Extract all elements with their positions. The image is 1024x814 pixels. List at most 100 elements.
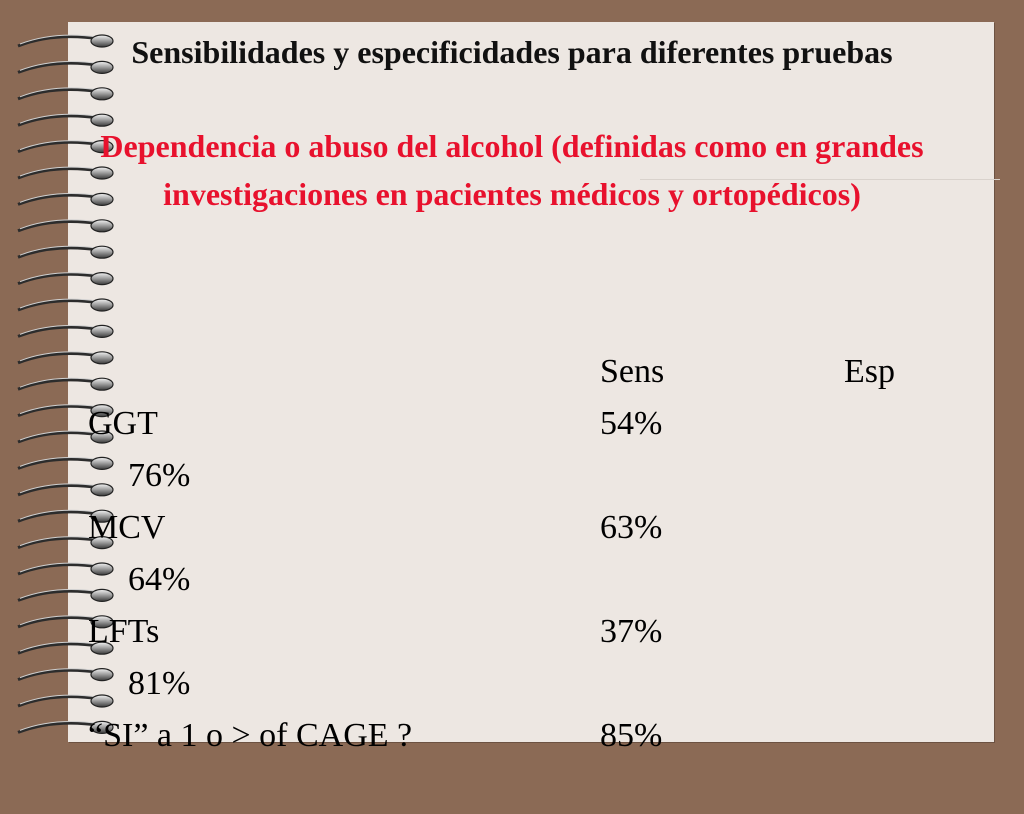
spiral-wire xyxy=(17,536,101,549)
spiral-wire-highlight xyxy=(19,245,99,256)
spiral-binding-icon xyxy=(17,34,114,735)
spiral-wire xyxy=(17,35,101,48)
table-row: GGT 54% 76% xyxy=(88,398,968,502)
spiral-wire xyxy=(17,272,101,285)
spiral-wire-highlight xyxy=(19,140,99,151)
spiral-wire xyxy=(17,87,101,101)
header-sens: Sens xyxy=(600,353,665,390)
spiral-wire xyxy=(17,457,101,470)
spiral-ring xyxy=(90,430,114,444)
spiral-wire xyxy=(17,404,101,417)
test-name: LFTs xyxy=(88,613,160,650)
results-table: Sens Esp GGT 54% 76% MCV 63% 64% LFTs 37… xyxy=(88,346,968,814)
spiral-wire-highlight xyxy=(19,457,99,467)
spiral-ring xyxy=(90,351,114,365)
spiral-wire xyxy=(17,140,101,153)
spiral-wire xyxy=(17,695,101,708)
spiral-ring xyxy=(90,456,114,470)
spiral-wire xyxy=(17,642,101,655)
spiral-wire-highlight xyxy=(19,298,99,309)
spiral-wire xyxy=(17,721,101,734)
spiral-wire-highlight xyxy=(19,272,99,283)
spiral-wire-highlight xyxy=(19,193,99,203)
spiral-ring xyxy=(90,298,114,312)
spiral-wire xyxy=(17,510,101,523)
spiral-wire-highlight xyxy=(19,694,99,705)
spiral-wire xyxy=(17,114,101,127)
spiral-wire-highlight xyxy=(19,589,99,599)
test-name: MCV xyxy=(88,509,166,546)
table-header: Sens Esp xyxy=(88,346,968,398)
spiral-wire-highlight xyxy=(19,34,99,45)
spiral-ring xyxy=(90,113,114,127)
spiral-ring xyxy=(90,192,114,206)
spiral-wire-highlight xyxy=(19,87,99,98)
esp-value: 64% xyxy=(128,561,191,598)
spiral-wire xyxy=(17,483,101,497)
spiral-wire-highlight xyxy=(19,61,99,71)
spiral-wire xyxy=(17,219,101,233)
spiral-ring xyxy=(90,272,114,286)
spiral-ring xyxy=(90,535,114,550)
notebook-paper xyxy=(68,22,994,742)
sens-value: 63% xyxy=(600,509,663,546)
spiral-ring xyxy=(90,641,114,655)
spiral-wire-highlight xyxy=(19,351,99,362)
spiral-wire xyxy=(17,299,101,312)
spiral-ring xyxy=(90,60,114,75)
spiral-wire-highlight xyxy=(19,668,99,679)
spiral-ring xyxy=(90,324,114,338)
spiral-ring xyxy=(90,483,114,497)
spiral-wire xyxy=(17,615,101,629)
esp-value: 76% xyxy=(128,457,191,494)
spiral-wire-highlight xyxy=(19,430,99,441)
spiral-wire xyxy=(17,668,101,681)
spiral-wire-highlight xyxy=(19,483,99,494)
spiral-wire xyxy=(17,431,101,444)
spiral-wire-highlight xyxy=(19,641,99,652)
spiral-wire xyxy=(17,378,101,391)
spiral-ring xyxy=(90,667,114,682)
spiral-wire xyxy=(17,325,101,338)
spiral-wire-highlight xyxy=(19,721,99,731)
spiral-ring xyxy=(90,615,114,629)
spiral-wire xyxy=(17,193,101,206)
spiral-ring xyxy=(90,562,114,576)
table-row: LFTs 37% 81% xyxy=(88,606,968,710)
spiral-wire-highlight xyxy=(19,219,99,230)
spiral-wire-highlight xyxy=(19,166,99,177)
divider xyxy=(640,179,1000,180)
spiral-ring xyxy=(90,377,114,391)
test-name: GGT xyxy=(88,405,158,442)
spiral-wire xyxy=(17,61,101,74)
spiral-wire-highlight xyxy=(19,562,99,573)
spiral-ring xyxy=(90,245,114,259)
spiral-wire-highlight xyxy=(19,615,99,626)
spiral-ring xyxy=(90,166,114,180)
spiral-wire xyxy=(17,167,101,180)
spiral-wire-highlight xyxy=(19,536,99,547)
sens-value: 37% xyxy=(600,613,663,650)
spiral-wire xyxy=(17,246,101,259)
table-row: “SI” a 1 o > of CAGE ? 85% xyxy=(88,710,968,814)
top-strip xyxy=(0,0,134,8)
spiral-ring xyxy=(90,694,114,708)
test-name: “SI” a 1 o > of CAGE ? xyxy=(88,717,413,754)
spiral-wire xyxy=(17,563,101,576)
spiral-ring xyxy=(90,34,114,48)
spiral-ring xyxy=(90,588,114,603)
sens-value: 85% xyxy=(600,717,663,754)
spiral-wire-highlight xyxy=(19,113,99,124)
spiral-ring xyxy=(90,139,114,154)
spiral-wire xyxy=(17,351,101,365)
spiral-ring xyxy=(90,219,114,233)
spiral-wire-highlight xyxy=(19,509,99,520)
spiral-wire-highlight xyxy=(19,325,99,335)
spiral-wire xyxy=(17,589,101,602)
spiral-ring xyxy=(90,720,114,735)
spiral-ring xyxy=(90,509,114,523)
header-esp: Esp xyxy=(844,353,895,390)
esp-value: 81% xyxy=(128,665,191,702)
sens-value: 54% xyxy=(600,405,663,442)
slide-subtitle: Dependencia o abuso del alcohol (definid… xyxy=(100,128,924,212)
